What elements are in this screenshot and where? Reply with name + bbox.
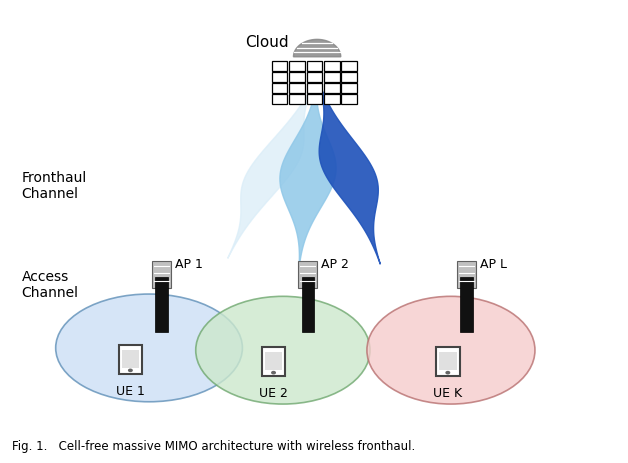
Bar <box>439 352 457 370</box>
Text: AP 1: AP 1 <box>175 257 203 270</box>
Bar <box>262 348 285 376</box>
Text: UE 2: UE 2 <box>259 386 288 399</box>
Circle shape <box>445 371 450 375</box>
Bar <box>289 95 305 105</box>
Text: Access
Channel: Access Channel <box>21 269 78 299</box>
Text: Fig. 1.   Cell-free massive MIMO architecture with wireless fronthaul.: Fig. 1. Cell-free massive MIMO architect… <box>12 439 415 452</box>
Bar <box>324 73 340 83</box>
Bar <box>342 62 357 72</box>
Bar <box>324 84 340 94</box>
Circle shape <box>271 371 276 375</box>
Bar <box>460 277 473 332</box>
Bar <box>272 73 288 83</box>
Text: UE K: UE K <box>433 386 462 399</box>
Bar <box>342 84 357 94</box>
Bar <box>272 62 288 72</box>
Bar <box>324 62 340 72</box>
Bar <box>272 95 288 105</box>
Polygon shape <box>293 40 341 58</box>
Bar <box>155 277 168 332</box>
Circle shape <box>128 369 133 372</box>
Ellipse shape <box>196 297 370 404</box>
Bar <box>342 95 357 105</box>
Bar <box>272 84 288 94</box>
Bar <box>119 345 142 374</box>
Bar <box>342 73 357 83</box>
Text: AP L: AP L <box>480 257 507 270</box>
Bar <box>457 261 476 289</box>
Text: UE 1: UE 1 <box>116 384 145 397</box>
Bar <box>306 62 322 72</box>
Bar <box>122 350 139 368</box>
Bar <box>306 84 322 94</box>
Text: AP 2: AP 2 <box>322 257 349 270</box>
Polygon shape <box>317 78 381 265</box>
Text: Fronthaul
Channel: Fronthaul Channel <box>21 171 87 201</box>
Bar <box>289 73 305 83</box>
Bar <box>306 95 322 105</box>
Ellipse shape <box>56 294 242 402</box>
Bar <box>298 261 317 289</box>
Bar <box>289 84 305 94</box>
Polygon shape <box>228 78 317 259</box>
Bar <box>324 95 340 105</box>
Ellipse shape <box>367 297 535 404</box>
Text: Cloud: Cloud <box>246 35 289 50</box>
Bar <box>436 348 460 376</box>
Polygon shape <box>280 78 336 270</box>
Bar <box>306 73 322 83</box>
Bar <box>152 261 171 289</box>
Bar <box>301 277 314 332</box>
Bar <box>265 352 282 370</box>
Bar <box>289 62 305 72</box>
